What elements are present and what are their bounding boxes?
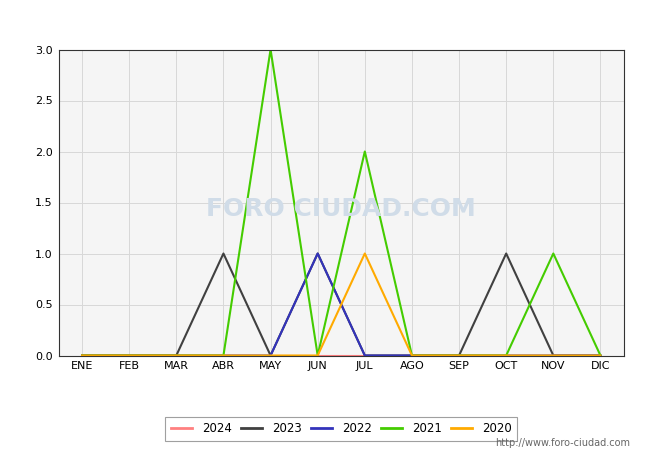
Text: http://www.foro-ciudad.com: http://www.foro-ciudad.com — [495, 438, 630, 448]
Legend: 2024, 2023, 2022, 2021, 2020: 2024, 2023, 2022, 2021, 2020 — [165, 417, 517, 441]
Text: FORO CIUDAD.COM: FORO CIUDAD.COM — [207, 197, 476, 220]
Text: Matriculaciones de Vehiculos en Brabos: Matriculaciones de Vehiculos en Brabos — [161, 11, 489, 29]
